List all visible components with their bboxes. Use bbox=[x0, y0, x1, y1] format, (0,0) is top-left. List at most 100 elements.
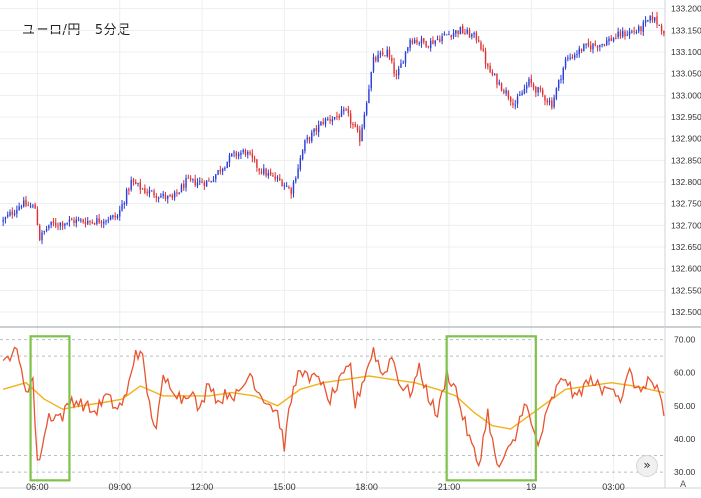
candle-body bbox=[635, 31, 638, 33]
price-tick-label: 132.650 bbox=[671, 242, 701, 252]
candle-body bbox=[93, 223, 96, 225]
candle-body bbox=[573, 55, 576, 58]
candle-body bbox=[167, 195, 169, 199]
candle-body bbox=[256, 159, 258, 168]
candle-body bbox=[52, 221, 55, 224]
auto-scale-button[interactable]: A bbox=[680, 480, 687, 490]
candle-body bbox=[313, 128, 315, 133]
candle-body bbox=[194, 179, 196, 186]
candle-body bbox=[279, 178, 281, 181]
candle-body bbox=[96, 218, 98, 224]
candle-body bbox=[263, 168, 265, 174]
candle-body bbox=[448, 34, 450, 36]
candle-body bbox=[203, 182, 206, 186]
candle-body bbox=[512, 102, 514, 106]
candle-body bbox=[80, 219, 82, 221]
candle-body bbox=[631, 31, 633, 33]
candle-body bbox=[98, 218, 100, 223]
candle-body bbox=[55, 222, 57, 226]
candle-body bbox=[375, 57, 377, 61]
candle-body bbox=[333, 117, 336, 119]
candle-body bbox=[23, 200, 25, 207]
candle-body bbox=[105, 220, 107, 222]
candle-body bbox=[628, 31, 631, 35]
candle-body bbox=[514, 104, 516, 106]
candle-body bbox=[409, 39, 411, 49]
candle-body bbox=[226, 161, 228, 168]
candle-body bbox=[121, 204, 123, 211]
candle-body bbox=[267, 172, 270, 176]
candle-body bbox=[288, 187, 290, 189]
candle-body bbox=[491, 71, 494, 75]
candle-body bbox=[201, 181, 203, 183]
price-tick-label: 132.850 bbox=[671, 155, 701, 165]
candle-body bbox=[562, 67, 564, 80]
candle-body bbox=[2, 219, 4, 222]
candle-body bbox=[420, 38, 423, 44]
candle-body bbox=[135, 181, 137, 185]
candle-body bbox=[258, 168, 260, 171]
candle-body bbox=[235, 152, 238, 157]
candle-body bbox=[384, 55, 386, 57]
candle-body bbox=[471, 34, 473, 37]
candle-body bbox=[139, 182, 142, 190]
candle-body bbox=[276, 177, 279, 179]
candle-body bbox=[647, 20, 649, 22]
candle-body bbox=[205, 180, 208, 187]
candle-body bbox=[610, 38, 612, 41]
candle-body bbox=[329, 119, 331, 121]
candle-body bbox=[660, 25, 663, 32]
candle-body bbox=[157, 197, 160, 199]
candle-body bbox=[571, 56, 574, 59]
candle-body bbox=[594, 43, 596, 46]
candle-body bbox=[144, 188, 146, 193]
candle-body bbox=[233, 151, 235, 153]
candle-body bbox=[484, 51, 487, 65]
candle-body bbox=[489, 65, 491, 73]
candle-body bbox=[208, 180, 210, 182]
candle-body bbox=[61, 223, 64, 227]
candle-body bbox=[48, 225, 50, 229]
candle-body bbox=[580, 48, 583, 52]
candle-body bbox=[658, 24, 660, 26]
candle-body bbox=[228, 155, 231, 163]
candle-body bbox=[224, 167, 226, 170]
candle-body bbox=[237, 153, 240, 157]
oscillator-tick-label: 30.00 bbox=[674, 467, 696, 477]
candle-body bbox=[644, 20, 647, 23]
candle-body bbox=[535, 86, 537, 93]
candle-body bbox=[187, 177, 190, 179]
scroll-to-latest-button[interactable]: » bbox=[636, 455, 658, 477]
candle-body bbox=[464, 32, 466, 34]
time-tick-label: 12:00 bbox=[191, 482, 214, 492]
candle-body bbox=[439, 39, 441, 42]
candle-body bbox=[356, 126, 359, 131]
candle-body bbox=[322, 122, 324, 124]
candle-body bbox=[128, 188, 130, 191]
candle-body bbox=[493, 74, 496, 76]
candle-body bbox=[107, 220, 110, 222]
candle-body bbox=[345, 109, 347, 111]
candle-body bbox=[295, 178, 297, 182]
candle-body bbox=[116, 216, 119, 218]
candle-body bbox=[103, 221, 105, 224]
candle-body bbox=[317, 124, 320, 133]
candle-body bbox=[141, 188, 144, 190]
candle-body bbox=[183, 183, 185, 189]
candle-body bbox=[589, 45, 592, 50]
candle-body bbox=[619, 31, 622, 37]
candle-body bbox=[130, 180, 132, 190]
candle-body bbox=[608, 38, 610, 42]
candle-body bbox=[68, 219, 71, 222]
candle-body bbox=[397, 68, 400, 76]
candle-body bbox=[34, 204, 36, 209]
candle-body bbox=[45, 229, 48, 231]
candle-body bbox=[466, 29, 468, 34]
candle-body bbox=[404, 51, 407, 64]
candle-body bbox=[290, 188, 292, 195]
time-tick-label: 18:00 bbox=[355, 482, 378, 492]
candle-body bbox=[244, 150, 247, 155]
price-tick-label: 133.100 bbox=[671, 47, 701, 57]
candle-body bbox=[196, 182, 199, 187]
